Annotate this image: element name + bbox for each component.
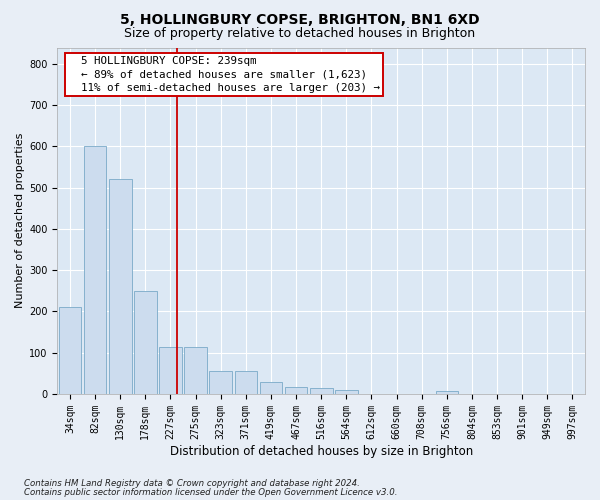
Text: Contains HM Land Registry data © Crown copyright and database right 2024.: Contains HM Land Registry data © Crown c… <box>24 479 360 488</box>
Bar <box>134 291 157 394</box>
Bar <box>310 388 332 394</box>
Bar <box>109 180 131 394</box>
Y-axis label: Number of detached properties: Number of detached properties <box>15 133 25 308</box>
Bar <box>260 382 282 394</box>
Bar <box>84 146 106 394</box>
Bar <box>59 308 81 394</box>
Text: Size of property relative to detached houses in Brighton: Size of property relative to detached ho… <box>124 28 476 40</box>
Text: Contains public sector information licensed under the Open Government Licence v3: Contains public sector information licen… <box>24 488 398 497</box>
Bar <box>285 386 307 394</box>
Bar <box>235 372 257 394</box>
Bar <box>184 346 207 394</box>
Text: 5 HOLLINGBURY COPSE: 239sqm
  ← 89% of detached houses are smaller (1,623)
  11%: 5 HOLLINGBURY COPSE: 239sqm ← 89% of det… <box>68 56 380 92</box>
Bar <box>436 390 458 394</box>
Bar <box>209 372 232 394</box>
Bar <box>159 346 182 394</box>
Text: 5, HOLLINGBURY COPSE, BRIGHTON, BN1 6XD: 5, HOLLINGBURY COPSE, BRIGHTON, BN1 6XD <box>120 12 480 26</box>
Bar <box>335 390 358 394</box>
X-axis label: Distribution of detached houses by size in Brighton: Distribution of detached houses by size … <box>170 444 473 458</box>
